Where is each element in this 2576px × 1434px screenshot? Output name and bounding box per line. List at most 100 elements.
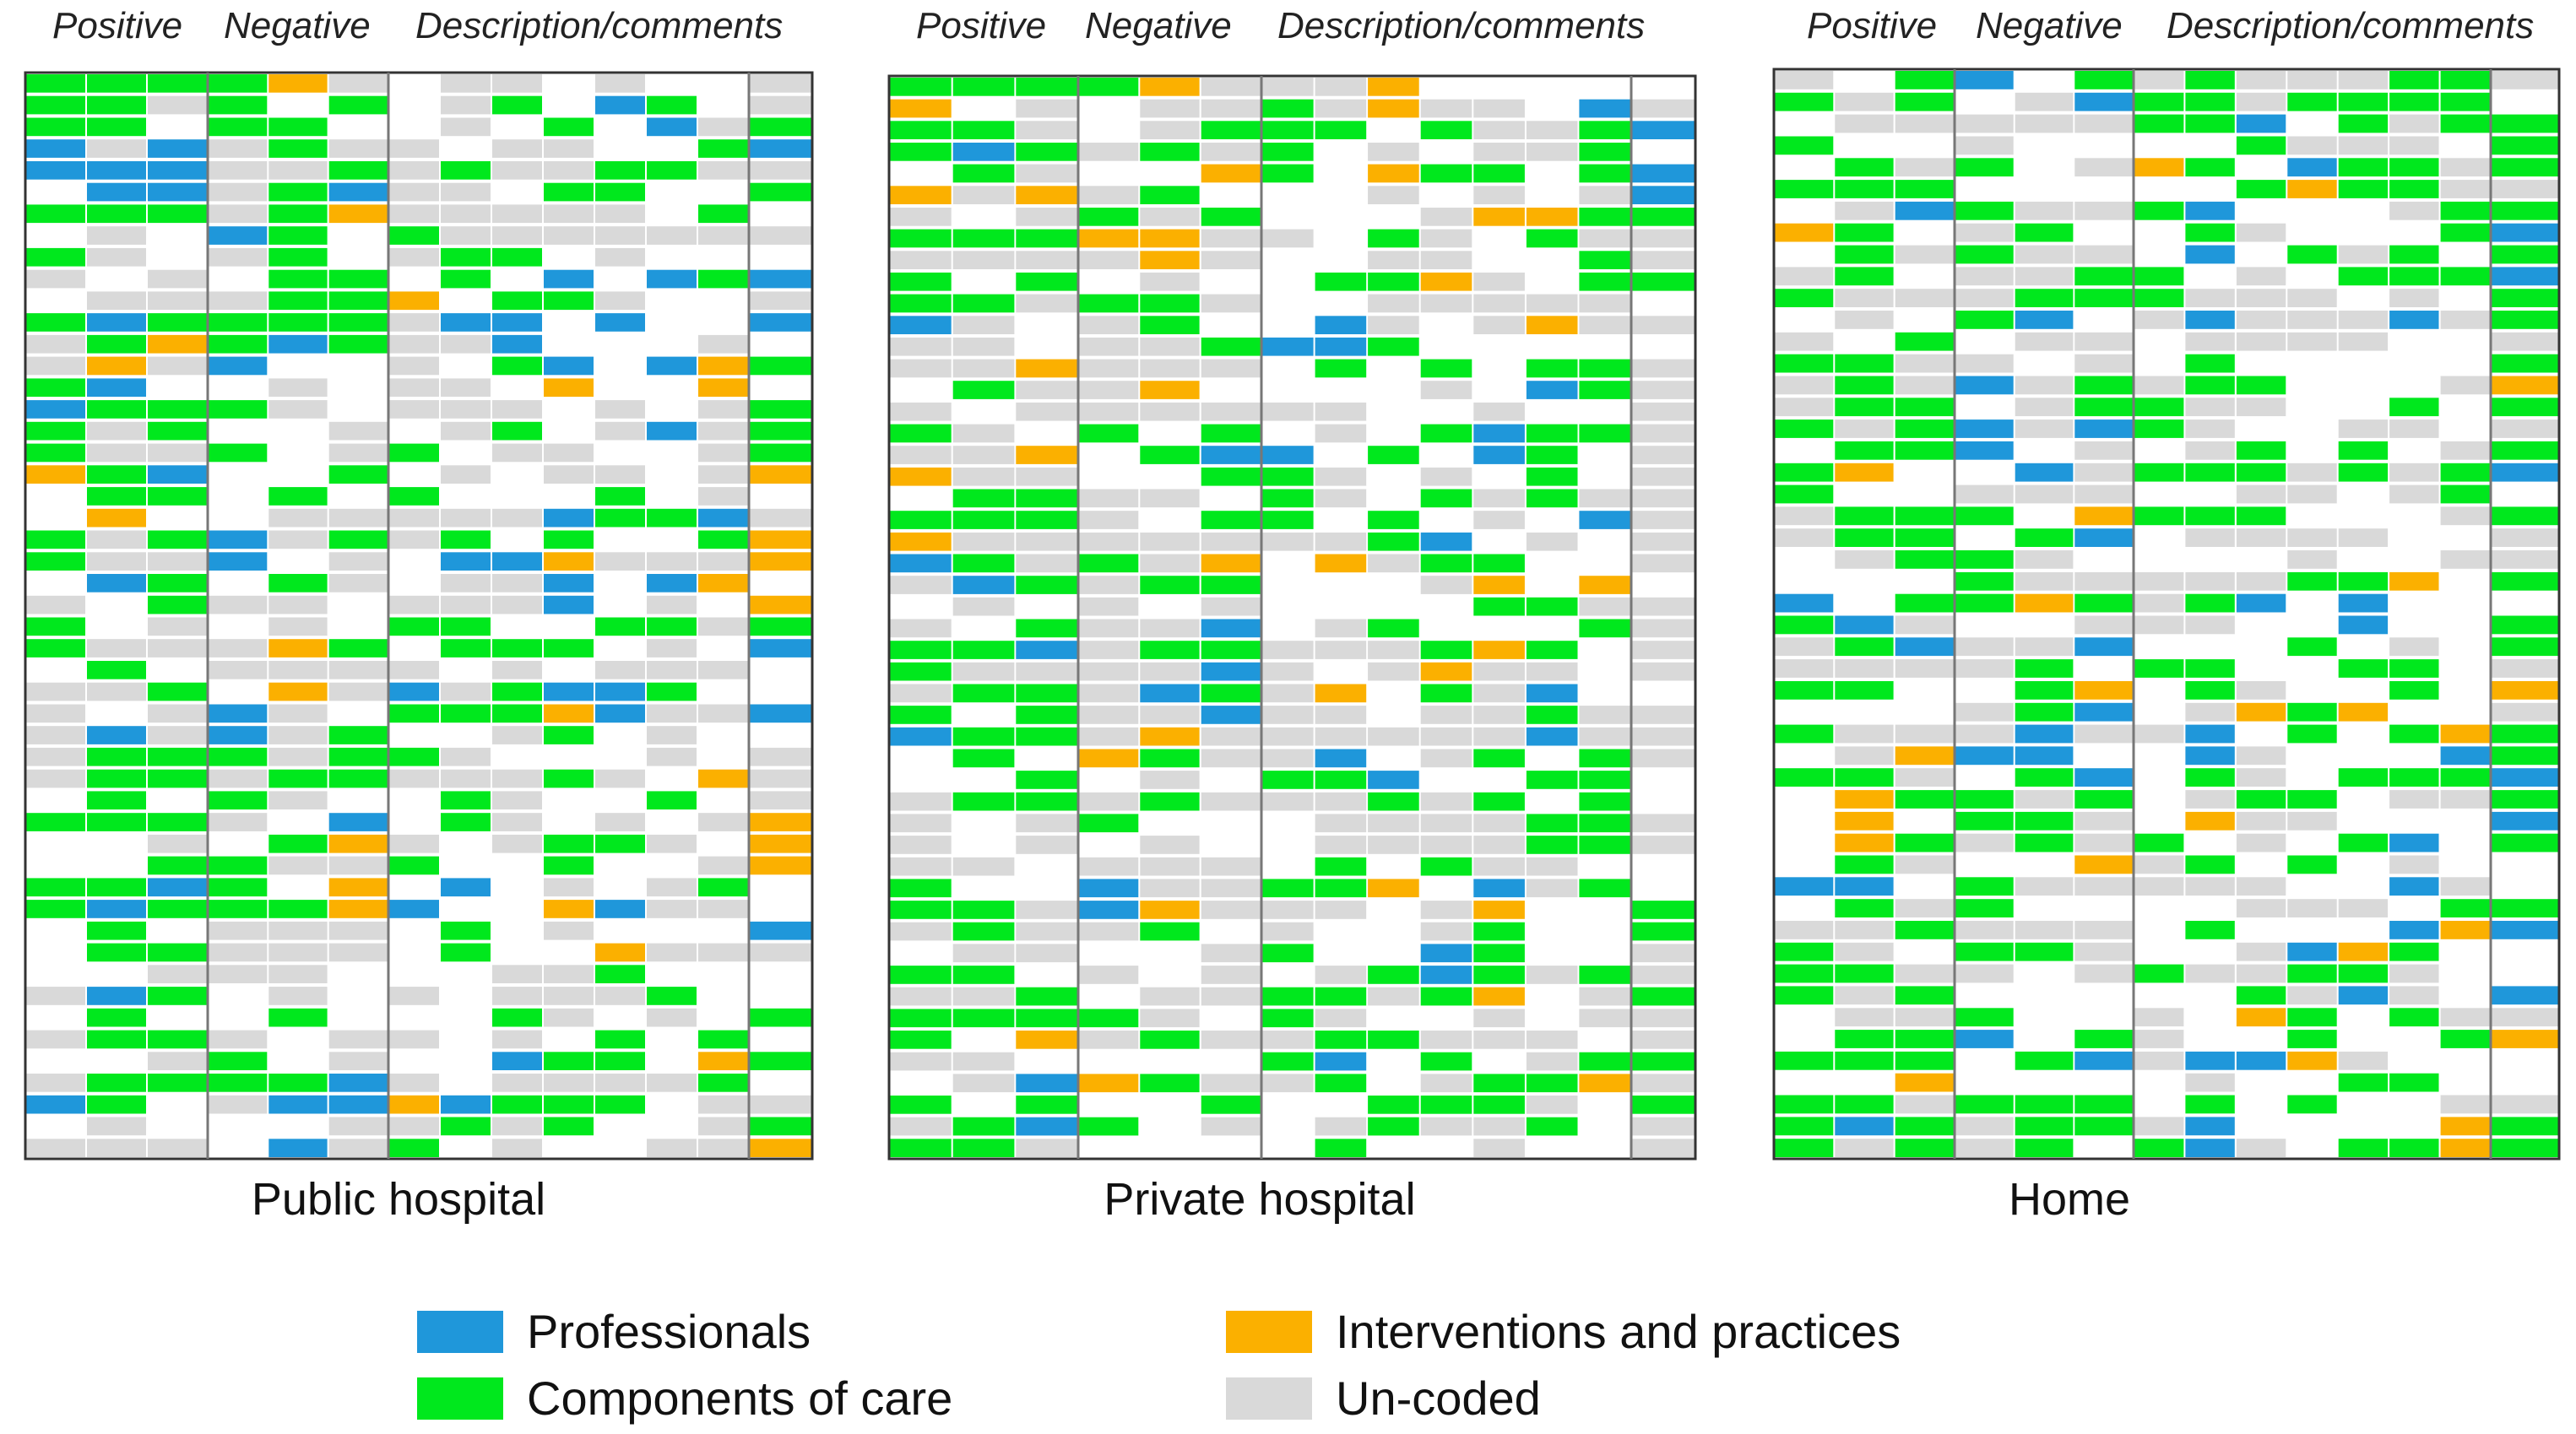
cell-un-coded: [492, 204, 542, 224]
cell-professionals: [441, 552, 491, 571]
cell-components-of-care: [2492, 289, 2558, 307]
cell-components-of-care: [1895, 1117, 1954, 1136]
cell-un-coded: [1016, 836, 1077, 854]
cell-professionals: [389, 900, 439, 918]
cell-components-of-care: [1016, 792, 1077, 811]
cell-un-coded: [1016, 944, 1077, 963]
cell-un-coded: [492, 1139, 542, 1157]
cell-un-coded: [1315, 966, 1367, 984]
cell-components-of-care: [1016, 1096, 1077, 1114]
cell-un-coded: [1579, 597, 1630, 616]
cell-components-of-care: [890, 706, 952, 724]
cell-interventions-and-practices: [698, 574, 748, 593]
cell-un-coded: [2492, 550, 2558, 569]
cell-un-coded: [698, 400, 748, 419]
cell-interventions-and-practices: [328, 900, 388, 918]
cell-professionals: [1955, 419, 2014, 438]
cell-un-coded: [209, 965, 268, 983]
cell-un-coded: [2074, 332, 2133, 351]
cell-un-coded: [2236, 289, 2286, 307]
cell-components-of-care: [952, 294, 1015, 313]
cell-un-coded: [750, 508, 811, 528]
cell-un-coded: [1140, 272, 1200, 291]
cell-components-of-care: [544, 291, 594, 311]
cell-un-coded: [268, 661, 328, 679]
cell-interventions-and-practices: [1315, 684, 1367, 703]
cell-un-coded: [2134, 724, 2184, 744]
cell-components-of-care: [1368, 1096, 1419, 1114]
cell-components-of-care: [26, 878, 85, 897]
column-label-negative: Negative: [1976, 5, 2123, 46]
cell-un-coded: [1201, 294, 1261, 313]
cell-components-of-care: [1315, 987, 1367, 1006]
cell-un-coded: [1079, 662, 1139, 681]
cell-components-of-care: [750, 1008, 811, 1027]
cell-interventions-and-practices: [1368, 99, 1419, 118]
cell-un-coded: [209, 813, 268, 831]
cell-components-of-care: [1526, 1074, 1578, 1093]
cell-components-of-care: [148, 74, 207, 93]
cell-components-of-care: [2389, 1008, 2439, 1027]
cell-components-of-care: [2074, 267, 2133, 286]
cell-un-coded: [1632, 1009, 1695, 1028]
cell-un-coded: [952, 987, 1015, 1006]
cell-components-of-care: [2134, 92, 2184, 111]
cell-un-coded: [492, 1030, 542, 1049]
cell-components-of-care: [2338, 463, 2389, 482]
cell-components-of-care: [1262, 143, 1314, 161]
cell-un-coded: [2440, 877, 2490, 896]
cell-un-coded: [389, 834, 439, 853]
cell-un-coded: [389, 1117, 439, 1136]
cell-un-coded: [1368, 814, 1419, 833]
cell-un-coded: [492, 508, 542, 528]
cell-un-coded: [2134, 71, 2184, 89]
cell-components-of-care: [1473, 966, 1525, 984]
cell-components-of-care: [890, 662, 952, 681]
cell-un-coded: [890, 814, 952, 833]
cell-un-coded: [2440, 506, 2490, 526]
cell-un-coded: [595, 987, 645, 1005]
cell-professionals: [2492, 811, 2558, 831]
cell-components-of-care: [1140, 641, 1200, 659]
cell-components-of-care: [952, 489, 1015, 508]
cell-un-coded: [328, 552, 388, 571]
cell-components-of-care: [1775, 484, 1834, 504]
cell-un-coded: [647, 878, 697, 897]
cell-un-coded: [1079, 792, 1139, 811]
cell-professionals: [328, 813, 388, 831]
cell-components-of-care: [2015, 289, 2074, 307]
column-label-negative: Negative: [224, 5, 371, 46]
cell-components-of-care: [2134, 267, 2184, 286]
cell-professionals: [750, 269, 811, 289]
cell-components-of-care: [1473, 749, 1525, 768]
cell-components-of-care: [2440, 267, 2490, 286]
cell-un-coded: [209, 161, 268, 180]
cell-professionals: [1895, 637, 1954, 657]
cell-un-coded: [441, 117, 491, 137]
cell-un-coded: [389, 595, 439, 614]
cell-un-coded: [1955, 354, 2014, 373]
cell-un-coded: [1835, 746, 1894, 766]
cell-professionals: [1473, 446, 1525, 464]
cell-professionals: [1955, 1030, 2014, 1048]
cell-un-coded: [389, 1074, 439, 1092]
cell-un-coded: [1955, 659, 2014, 678]
cell-components-of-care: [2015, 1117, 2074, 1136]
cell-components-of-care: [26, 639, 85, 657]
cell-components-of-care: [1895, 332, 1954, 351]
cell-un-coded: [148, 291, 207, 311]
cell-components-of-care: [2389, 1073, 2439, 1092]
cell-components-of-care: [2015, 811, 2074, 831]
cell-components-of-care: [1955, 506, 2014, 526]
cell-components-of-care: [2492, 571, 2558, 591]
cell-components-of-care: [1835, 768, 1894, 787]
cell-components-of-care: [1526, 597, 1578, 616]
cell-professionals: [1955, 441, 2014, 460]
cell-components-of-care: [209, 900, 268, 918]
cell-components-of-care: [2338, 1139, 2389, 1157]
cell-professionals: [441, 1095, 491, 1114]
cell-interventions-and-practices: [1895, 746, 1954, 766]
cell-components-of-care: [26, 552, 85, 571]
cell-un-coded: [698, 943, 748, 962]
cell-un-coded: [1140, 99, 1200, 118]
